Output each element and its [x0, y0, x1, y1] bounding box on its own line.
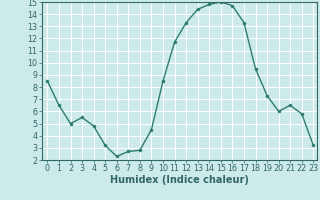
X-axis label: Humidex (Indice chaleur): Humidex (Indice chaleur) — [110, 175, 249, 185]
